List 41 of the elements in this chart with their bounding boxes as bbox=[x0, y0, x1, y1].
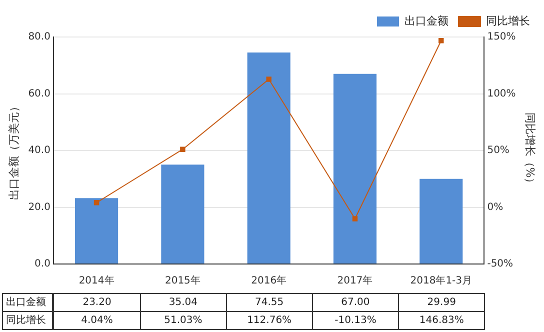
data-label: 23.20 bbox=[53, 293, 141, 312]
data-label: 74.55 bbox=[226, 293, 313, 312]
data-label: -10.13% bbox=[312, 311, 400, 330]
y-tick-label: 60.0 bbox=[28, 88, 50, 100]
bar bbox=[161, 164, 204, 264]
data-label: 146.83% bbox=[398, 311, 486, 330]
bar bbox=[75, 198, 118, 264]
data-label: 4.04% bbox=[53, 311, 141, 330]
y-tick-label: 80.0 bbox=[28, 32, 50, 43]
data-label: 112.76% bbox=[226, 311, 313, 330]
y2-tick-label: 0% bbox=[487, 202, 504, 213]
data-label: 29.99 bbox=[398, 293, 486, 312]
data-label: 51.03% bbox=[140, 311, 227, 330]
y-tick-label: 20.0 bbox=[28, 202, 50, 213]
bar bbox=[333, 74, 377, 264]
y-axis-title: 出口金额（万美元） bbox=[7, 101, 20, 200]
y2-tick-label: 50% bbox=[487, 145, 510, 156]
text: 出口金额 bbox=[6, 297, 46, 308]
text: 同比增长 bbox=[6, 315, 46, 326]
point bbox=[266, 76, 272, 82]
y2-tick-label: 150% bbox=[487, 32, 516, 43]
x-tick-label: 2015年 bbox=[164, 274, 200, 287]
legend-label: 出口金额 bbox=[404, 14, 448, 28]
point bbox=[352, 216, 358, 222]
bar bbox=[420, 178, 463, 264]
x-tick-label: 2018年1-3月 bbox=[410, 274, 472, 287]
y-tick-label: 0.0 bbox=[34, 258, 50, 270]
y2-tick-label: 100% bbox=[487, 88, 516, 100]
y-tick-label: 40.0 bbox=[28, 145, 50, 156]
legend-label: 同比增长 bbox=[486, 14, 530, 28]
y2-tick-label: -50% bbox=[487, 258, 514, 270]
y2-axis-title: 同比增长（%） bbox=[524, 112, 537, 189]
point bbox=[94, 200, 100, 206]
data-label: 35.04 bbox=[140, 293, 227, 312]
data-label: 67.00 bbox=[312, 293, 400, 312]
x-tick-label: 2016年 bbox=[251, 274, 287, 287]
bar bbox=[247, 52, 290, 264]
point bbox=[438, 38, 444, 44]
x-tick-label: 2014年 bbox=[78, 274, 114, 287]
point bbox=[180, 146, 186, 152]
x-tick-label: 2017年 bbox=[337, 274, 373, 287]
